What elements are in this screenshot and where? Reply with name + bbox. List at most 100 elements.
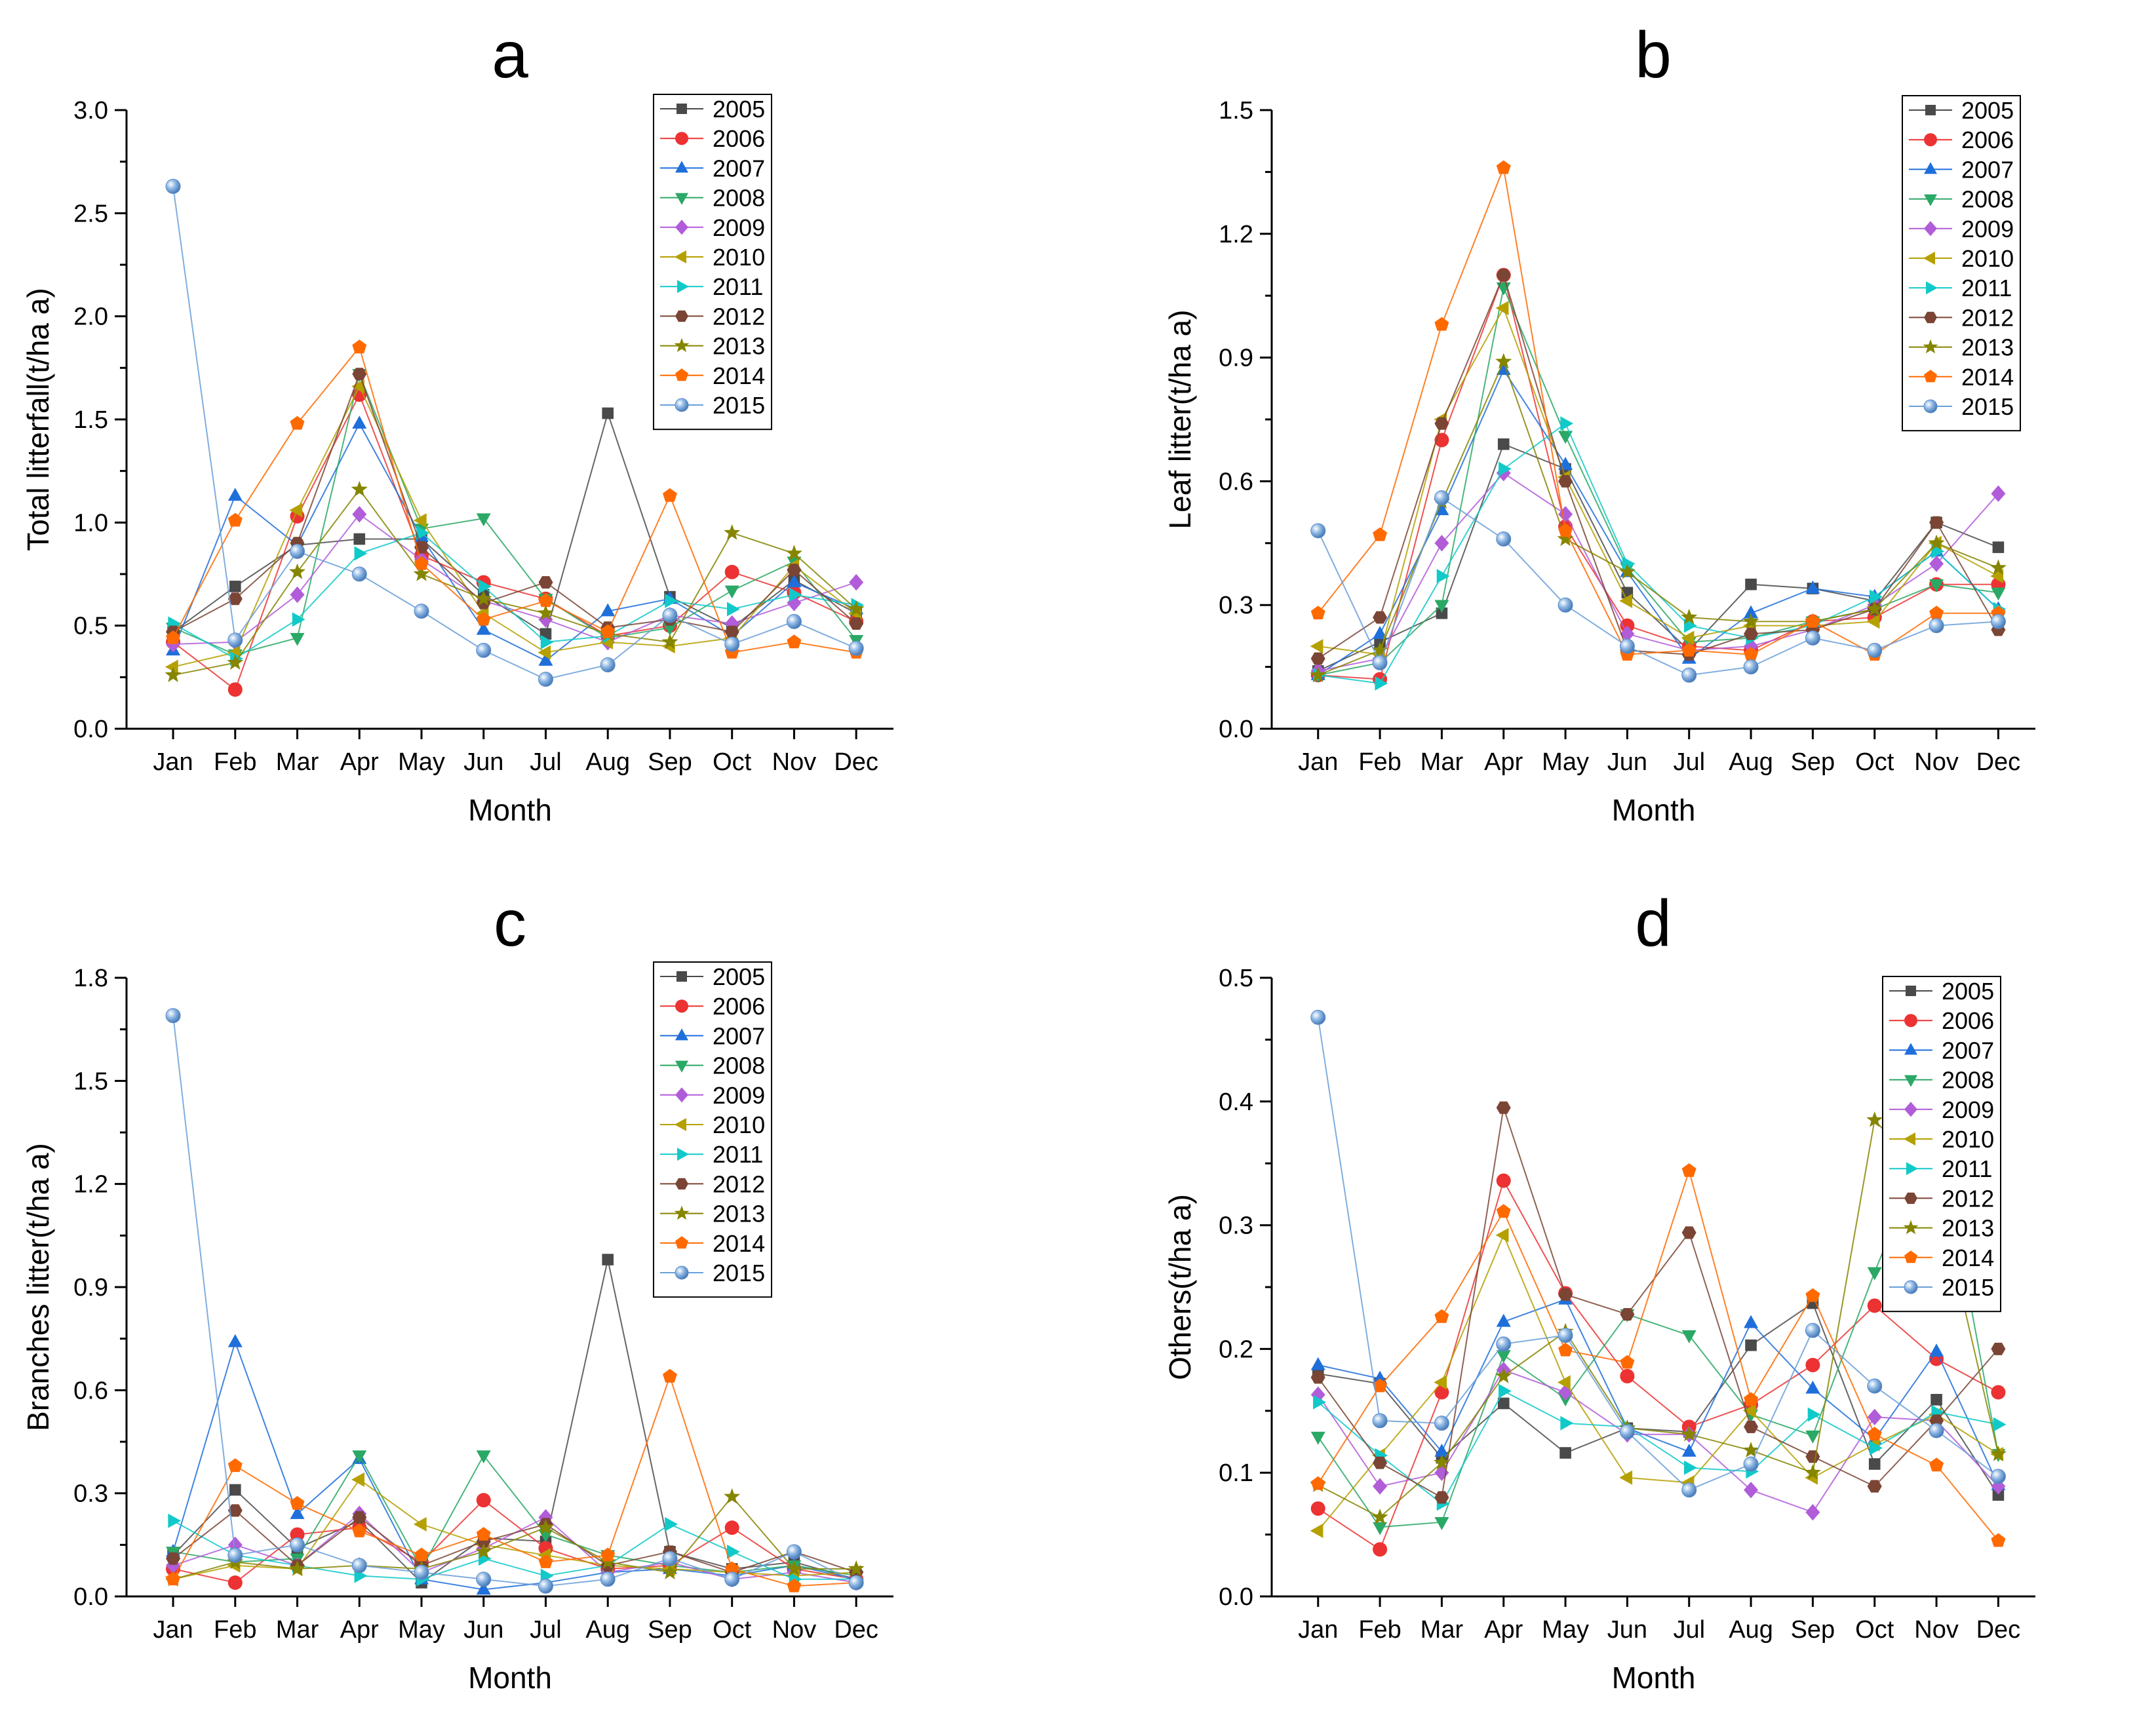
- data-point: [1681, 667, 1697, 683]
- legend-marker: [1904, 1043, 1917, 1055]
- series-line: [172, 1340, 857, 1591]
- data-point: [1929, 1343, 1944, 1357]
- legend-label: 2012: [713, 303, 765, 330]
- data-point: [1310, 1523, 1323, 1538]
- legend-label: 2010: [713, 244, 765, 271]
- data-point: [1742, 613, 1759, 629]
- data-point: [1805, 1288, 1820, 1302]
- data-point: [786, 613, 802, 629]
- data-point: [1929, 1423, 1944, 1438]
- data-point: [353, 533, 366, 545]
- x-tick-label: Dec: [1976, 1616, 2021, 1644]
- data-point: [1991, 1342, 2006, 1355]
- legend-label: 2015: [713, 392, 765, 419]
- legend-marker: [1924, 133, 1937, 147]
- x-tick-label: May: [1542, 1616, 1589, 1644]
- data-point: [352, 1523, 367, 1537]
- y-tick-label: 1.5: [73, 1068, 108, 1095]
- data-point: [1496, 1204, 1511, 1218]
- y-tick-label: 0.0: [1219, 1583, 1253, 1611]
- data-point: [600, 603, 616, 617]
- series-2014: [166, 1368, 864, 1592]
- data-point: [1434, 317, 1449, 331]
- series-line: [1318, 443, 1999, 672]
- y-tick-label: 0.0: [1219, 716, 1253, 743]
- legend-label: 2006: [713, 125, 765, 152]
- x-tick-label: Jan: [153, 1616, 193, 1644]
- data-point: [476, 1527, 491, 1541]
- legend-marker: [675, 220, 688, 235]
- data-point: [1495, 353, 1512, 369]
- data-point: [1805, 1380, 1820, 1394]
- data-point: [414, 604, 429, 619]
- series-line: [172, 531, 857, 660]
- data-point: [1866, 600, 1883, 617]
- data-point: [227, 1458, 243, 1473]
- legend-marker: [675, 1118, 686, 1131]
- legend-marker: [675, 368, 688, 381]
- data-point: [1434, 1375, 1447, 1390]
- data-point: [1373, 1478, 1388, 1495]
- data-point: [290, 1537, 305, 1553]
- data-point: [1310, 1357, 1325, 1370]
- x-tick-label: May: [398, 1616, 445, 1644]
- data-point: [724, 1520, 739, 1535]
- series-line: [1317, 165, 1999, 655]
- data-point: [787, 1578, 802, 1592]
- series-line: [1317, 1369, 1999, 1513]
- data-point: [724, 524, 741, 540]
- data-point: [1681, 608, 1698, 625]
- x-axis-label: Month: [468, 793, 552, 827]
- data-point: [1371, 642, 1388, 658]
- data-point: [227, 1334, 243, 1347]
- data-point: [1805, 613, 1820, 628]
- data-point: [476, 1450, 491, 1464]
- series-2014: [1310, 160, 2006, 661]
- series-line: [172, 488, 857, 676]
- y-tick-label: 0.1: [1219, 1459, 1253, 1487]
- data-point: [413, 513, 427, 528]
- data-point: [1310, 652, 1325, 665]
- data-point: [1495, 1227, 1509, 1243]
- legend-marker: [677, 280, 689, 294]
- legend-marker: [1904, 1102, 1917, 1117]
- data-point: [1558, 1342, 1573, 1357]
- series-line: [1317, 1168, 1999, 1541]
- data-point: [352, 506, 367, 523]
- data-point: [414, 1564, 429, 1580]
- legend-item-2011: 2011: [1889, 1155, 1992, 1182]
- data-point: [1434, 1416, 1449, 1431]
- data-point: [787, 634, 802, 649]
- data-point: [724, 636, 740, 652]
- series-2007: [166, 415, 864, 666]
- legend-label: 2005: [1942, 978, 1994, 1005]
- legend-item-2015: 2015: [660, 1260, 765, 1286]
- legend-item-2006: 2006: [660, 125, 765, 152]
- data-point: [292, 612, 305, 627]
- legend-label: 2008: [713, 185, 765, 212]
- x-tick-label: Apr: [340, 748, 379, 776]
- series-line: [1318, 360, 1999, 676]
- legend-box: [653, 961, 772, 1298]
- legend-box: [1882, 976, 2001, 1313]
- data-point: [1681, 1482, 1697, 1498]
- y-tick-label: 2.0: [73, 303, 108, 331]
- series-line: [172, 345, 857, 653]
- legend-box: [653, 94, 772, 431]
- data-point: [1558, 431, 1573, 444]
- legend-item-2013: 2013: [660, 333, 765, 360]
- y-tick-label: 2.5: [73, 200, 108, 227]
- y-tick-label: 1.8: [73, 965, 108, 992]
- data-point: [785, 1560, 802, 1576]
- y-tick-label: 0.0: [73, 1583, 108, 1611]
- data-point: [1744, 1392, 1759, 1406]
- chart-panel-c: c 0.0 0.3 0.6 0.9 1.2 1.5 1.8 Jan Feb Mar Apr May Jun…: [21, 887, 893, 1695]
- x-tick-label: Mar: [276, 748, 319, 776]
- data-point: [1496, 1336, 1512, 1352]
- legend-marker: [675, 1178, 688, 1190]
- legend-marker: [675, 310, 688, 322]
- series-2015: [165, 1008, 864, 1594]
- series-2012: [1310, 1101, 2006, 1504]
- data-point: [1560, 1416, 1574, 1431]
